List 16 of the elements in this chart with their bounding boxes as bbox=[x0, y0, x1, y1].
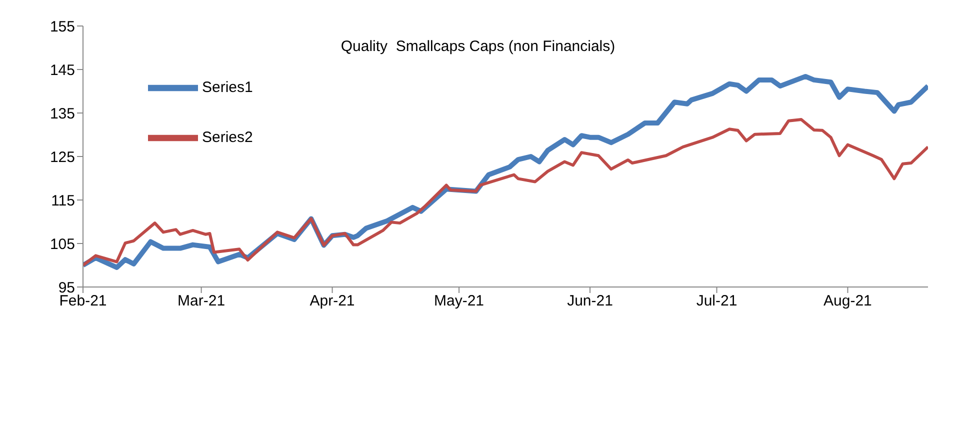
y-tick-label: 105 bbox=[50, 236, 75, 253]
x-tick-label: May-21 bbox=[434, 292, 484, 310]
x-tick-label: Jun-21 bbox=[567, 292, 613, 310]
legend-label: Series1 bbox=[202, 78, 253, 96]
text: Quality Smallcaps Caps (non Financials) bbox=[340, 38, 616, 55]
legend-label: Series2 bbox=[202, 128, 253, 146]
line-series bbox=[83, 118, 928, 267]
y-tick-label: 135 bbox=[50, 105, 75, 122]
x-tick-label: Aug-21 bbox=[824, 292, 872, 310]
x-tick-label: Jul-21 bbox=[696, 292, 738, 310]
y-tick-label: 125 bbox=[50, 148, 75, 166]
y-tick-label: 145 bbox=[50, 62, 75, 79]
y-tick-label: 115 bbox=[51, 192, 75, 210]
x-tick-label: Apr-21 bbox=[310, 292, 355, 310]
x-tick-label: Mar-21 bbox=[178, 292, 226, 310]
y-tick-label: 155 bbox=[50, 18, 75, 36]
